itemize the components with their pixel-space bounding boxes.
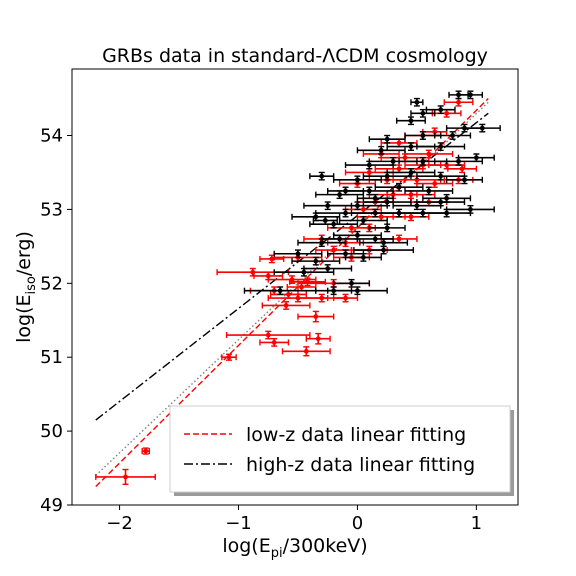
legend: low-z data linear fitting high-z data li… [169, 405, 514, 496]
legend-entry-high-z: high-z data linear fitting [246, 454, 475, 476]
x-axis-ticks: −2 −1 0 1 [106, 505, 482, 534]
x-tick-label: −2 [106, 513, 133, 534]
x-tick-label: 0 [352, 513, 363, 534]
data-point-low-z [447, 164, 478, 174]
chart-title: GRBs data in standard-ΛCDM cosmology [102, 45, 488, 67]
x-axis-label: log(Epi/300keV) [222, 535, 367, 561]
data-point-low-z [259, 338, 290, 347]
data-point-high-z [457, 153, 495, 163]
data-point-high-z [368, 223, 406, 233]
data-point-low-z [297, 310, 335, 323]
y-tick-label: 51 [40, 347, 63, 368]
data-point-high-z [332, 278, 371, 288]
data-point-high-z [445, 205, 495, 214]
data-point-high-z [303, 264, 353, 273]
data-point-high-z [416, 171, 466, 181]
data-point-high-z [445, 175, 484, 185]
data-point-high-z [404, 186, 454, 196]
data-point-low-z [141, 447, 151, 455]
data-point-high-z [327, 201, 388, 211]
data-point-high-z [321, 234, 359, 244]
data-point-high-z [410, 108, 436, 118]
data-point-high-z [312, 216, 338, 225]
x-tick-label: −1 [225, 513, 252, 534]
data-point-high-z [359, 238, 409, 248]
data-point-high-z [395, 116, 426, 126]
x-tick-label: 1 [471, 513, 482, 534]
data-point-high-z [416, 142, 466, 151]
y-tick-label: 53 [40, 199, 63, 220]
data-point-high-z [410, 97, 424, 107]
data-point-low-z [225, 330, 311, 340]
data-point-high-z [332, 175, 382, 185]
data-point-high-z [356, 193, 394, 203]
data-point-low-z [95, 468, 156, 486]
y-tick-label: 54 [40, 126, 63, 147]
plot-frame [71, 68, 519, 506]
y-axis-label: log(Eiso/erg) [13, 231, 39, 343]
data-point-low-z [281, 346, 331, 357]
data-point-high-z [356, 234, 394, 244]
data-point-high-z [457, 90, 484, 100]
y-tick-label: 49 [40, 495, 63, 516]
data-point-high-z [356, 145, 406, 155]
y-tick-label: 50 [40, 421, 63, 442]
data-point-low-z [288, 277, 327, 287]
data-points [95, 90, 501, 486]
legend-entry-low-z: low-z data linear fitting [246, 424, 466, 446]
data-point-high-z [353, 245, 415, 255]
data-point-high-z [309, 171, 335, 181]
data-point-low-z [253, 271, 284, 281]
y-axis-ticks: 49 50 51 52 53 54 [40, 126, 72, 516]
data-point-high-z [463, 123, 501, 133]
data-point-low-z [261, 301, 311, 310]
legend-box [169, 405, 511, 493]
data-point-high-z [327, 286, 388, 296]
data-point-high-z [243, 286, 317, 296]
data-point-high-z [374, 182, 424, 192]
data-point-low-z [221, 353, 237, 361]
data-point-low-z [305, 332, 331, 345]
data-point-high-z [434, 131, 472, 140]
data-point-high-z [273, 249, 323, 259]
data-point-high-z [344, 253, 382, 262]
data-point-high-z [422, 193, 472, 203]
data-point-high-z [291, 256, 341, 266]
data-point-high-z [386, 168, 436, 177]
data-point-low-z [259, 254, 285, 264]
data-point-low-z [332, 293, 359, 303]
data-point-high-z [425, 105, 456, 115]
data-point-high-z [338, 216, 388, 225]
data-point-high-z [327, 186, 365, 196]
y-tick-label: 52 [40, 273, 63, 294]
data-point-high-z [368, 134, 406, 144]
data-point-low-z [416, 179, 454, 188]
